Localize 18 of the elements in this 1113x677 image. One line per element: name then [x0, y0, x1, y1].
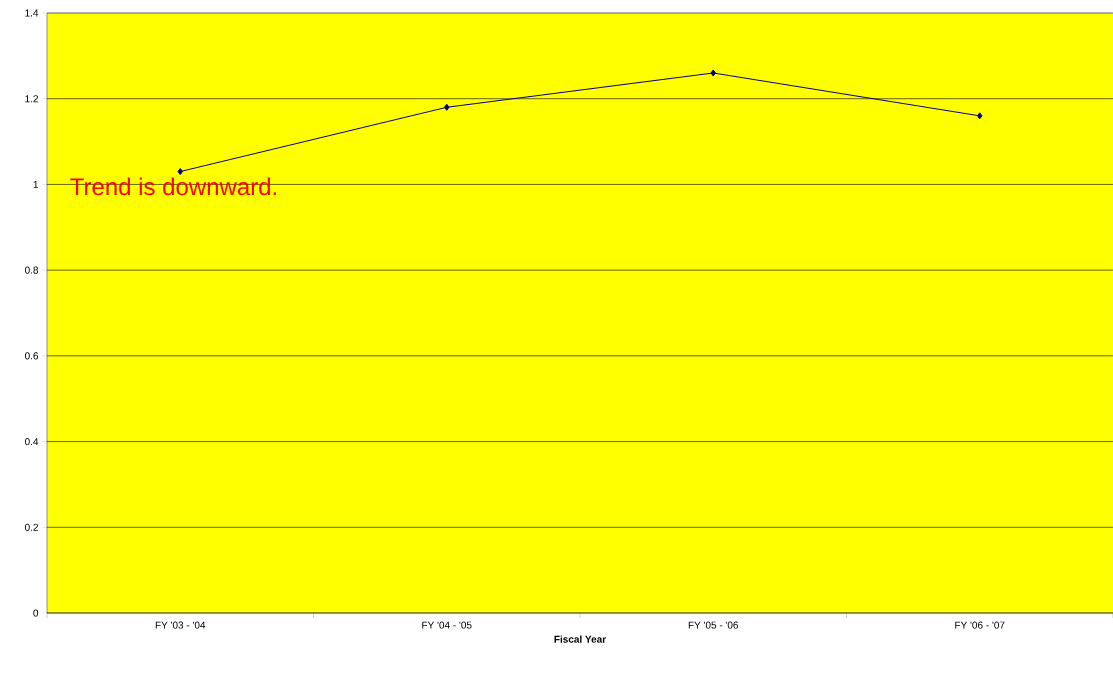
y-tick-label: 1.4 — [25, 9, 39, 17]
x-tick-label: FY '05 - '06 — [688, 621, 739, 629]
annotation: Trend is downward. — [70, 177, 277, 196]
y-tick-label: 0.6 — [24, 352, 39, 360]
y-tick-label: 1 — [33, 180, 38, 188]
x-axis-title: Fiscal Year — [554, 635, 606, 643]
point — [976, 112, 983, 120]
y-tick-label: 1.2 — [25, 95, 38, 103]
y-tick-label: 0 — [33, 609, 39, 617]
x-tick-label: FY '06 - '07 — [955, 621, 1005, 629]
point — [177, 168, 183, 176]
point — [443, 103, 450, 111]
y-tick-label: 0.4 — [24, 438, 39, 446]
x-tick-label: FY '04 - '05 — [422, 621, 472, 629]
x-tick-label: FY '03 - '04 — [155, 621, 206, 629]
y-tick-label: 0.2 — [24, 523, 38, 531]
point — [710, 69, 716, 77]
y-tick-label: 0.8 — [24, 266, 39, 274]
